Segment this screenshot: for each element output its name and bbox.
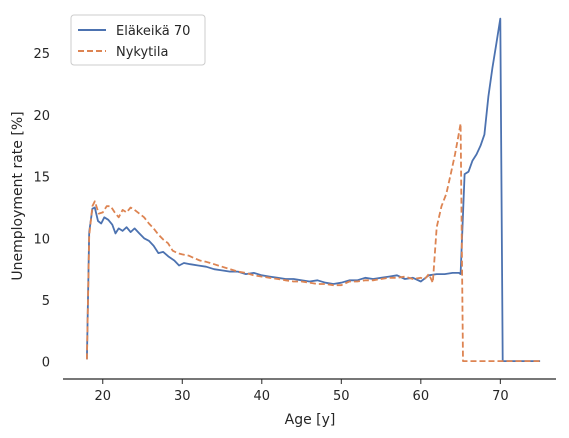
series-lines: [86, 17, 541, 362]
x-tick-label: 50: [333, 389, 350, 404]
x-tick-label: 20: [94, 389, 111, 404]
y-tick-label: 20: [33, 109, 50, 124]
x-tick-label: 30: [174, 389, 191, 404]
y-axis-label: Unemployment rate [%]: [10, 111, 26, 280]
x-tick-label: 40: [254, 389, 271, 404]
legend-box: [70, 14, 206, 66]
x-tick-label: 70: [492, 389, 509, 404]
series-line-1: [86, 122, 541, 362]
x-ticks: 20 30 40 50 60 70: [94, 379, 509, 404]
series-line-0: [86, 17, 541, 362]
y-tick-label: 25: [33, 47, 50, 62]
x-tick-label: 60: [413, 389, 430, 404]
y-tick-label: 5: [42, 294, 50, 309]
legend-label-nykytila: Nykytila: [116, 45, 168, 60]
x-axis-label: Age [y]: [285, 412, 336, 428]
y-tick-label: 0: [42, 356, 50, 371]
y-tick-label: 10: [33, 232, 50, 247]
legend: Eläkeikä 70 Nykytila: [70, 14, 206, 66]
legend-label-elakeika-70: Eläkeikä 70: [116, 24, 190, 39]
y-ticks: 0 5 10 15 20 25: [33, 47, 50, 371]
y-tick-label: 15: [33, 171, 50, 186]
